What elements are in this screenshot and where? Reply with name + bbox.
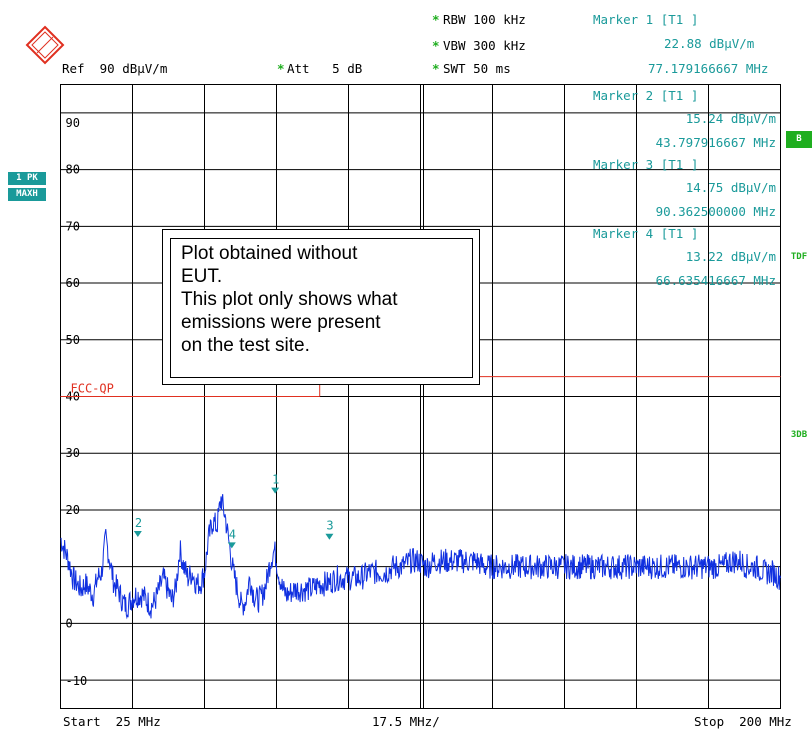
trace-detector-badge: 1 PK <box>8 172 46 185</box>
y-tick-label: 80 <box>66 163 80 177</box>
marker-table-level: 14.75 dBµV/m <box>686 180 776 195</box>
annotation-inner-border <box>170 238 473 378</box>
att-star: * <box>277 61 285 76</box>
y-tick-label: 20 <box>66 503 80 517</box>
marker-table-level: 13.22 dBµV/m <box>686 249 776 264</box>
marker-3-symbol <box>325 533 334 540</box>
marker-2-symbol <box>133 530 142 537</box>
marker-1-label: 1 <box>272 473 279 487</box>
marker-4-symbol <box>227 542 236 549</box>
annotation-line-4: emissions were present <box>181 312 381 333</box>
marker-table-frequency: 43.797916667 MHz <box>656 135 776 150</box>
marker-table-level: 15.24 dBµV/m <box>686 111 776 126</box>
marker-table-frequency: 66.635416667 MHz <box>656 273 776 288</box>
rbw-label: RBW 100 kHz <box>443 12 526 27</box>
y-tick-label: 70 <box>66 219 80 233</box>
side-label-3db: 3DB <box>790 430 808 440</box>
stop-frequency: Stop 200 MHz <box>694 714 792 729</box>
side-label-tdf: TDF <box>790 252 808 262</box>
vbw-label: VBW 300 kHz <box>443 38 526 53</box>
marker-table-frequency: 90.362500000 MHz <box>656 204 776 219</box>
rs-logo <box>6 6 65 69</box>
swt-star: * <box>432 61 440 76</box>
trace-group <box>60 494 781 620</box>
annotation-line-1: Plot obtained without <box>181 243 358 264</box>
ref-level-label: Ref 90 dBµV/m <box>62 61 168 76</box>
marker-table-title: Marker 2 [T1 ] <box>593 88 698 103</box>
annotation-line-3: This plot only shows what <box>181 289 398 310</box>
swt-label: SWT 50 ms <box>443 61 511 76</box>
marker-4-label: 4 <box>229 527 236 541</box>
y-tick-label: 60 <box>66 276 80 290</box>
attenuation-label: Att 5 dB <box>287 61 363 76</box>
marker-1-symbol <box>271 487 280 494</box>
y-tick-label: 90 <box>66 116 80 130</box>
limit-line-label: FCC-QP <box>71 382 114 396</box>
annotation-box: Plot obtained without EUT. This plot onl… <box>162 229 480 385</box>
annotation-text: Plot obtained without EUT. This plot onl… <box>181 242 481 357</box>
trace-line <box>60 494 781 620</box>
annotation-line-5: on the test site. <box>181 335 310 356</box>
marker1-level: 22.88 dBµV/m <box>664 36 755 51</box>
y-tick-label: 0 <box>66 616 73 630</box>
marker-group: 1 2 3 4 <box>133 473 334 549</box>
marker1-frequency: 77.179166667 MHz <box>648 61 769 76</box>
marker1-title: Marker 1 [T1 ] <box>593 12 699 27</box>
vbw-star: * <box>432 38 440 53</box>
y-tick-label: 50 <box>66 333 80 347</box>
span-per-division: 17.5 MHz/ <box>372 714 440 729</box>
y-tick-label: -10 <box>66 674 88 688</box>
annotation-line-2: EUT. <box>181 266 223 287</box>
side-label-b: B <box>786 131 812 148</box>
start-frequency: Start 25 MHz <box>63 714 161 729</box>
trace-mode-badge: MAXH <box>8 188 46 201</box>
marker-table: Marker 2 [T1 ] 15.24 dBµV/m 43.797916667 M… <box>593 88 776 288</box>
rbw-star: * <box>432 12 440 27</box>
marker-table-title: Marker 3 [T1 ] <box>593 157 698 172</box>
y-tick-label: 30 <box>66 446 80 460</box>
marker-2-label: 2 <box>135 516 142 530</box>
marker-table-title: Marker 4 [T1 ] <box>593 226 698 241</box>
marker-3-label: 3 <box>326 519 333 533</box>
